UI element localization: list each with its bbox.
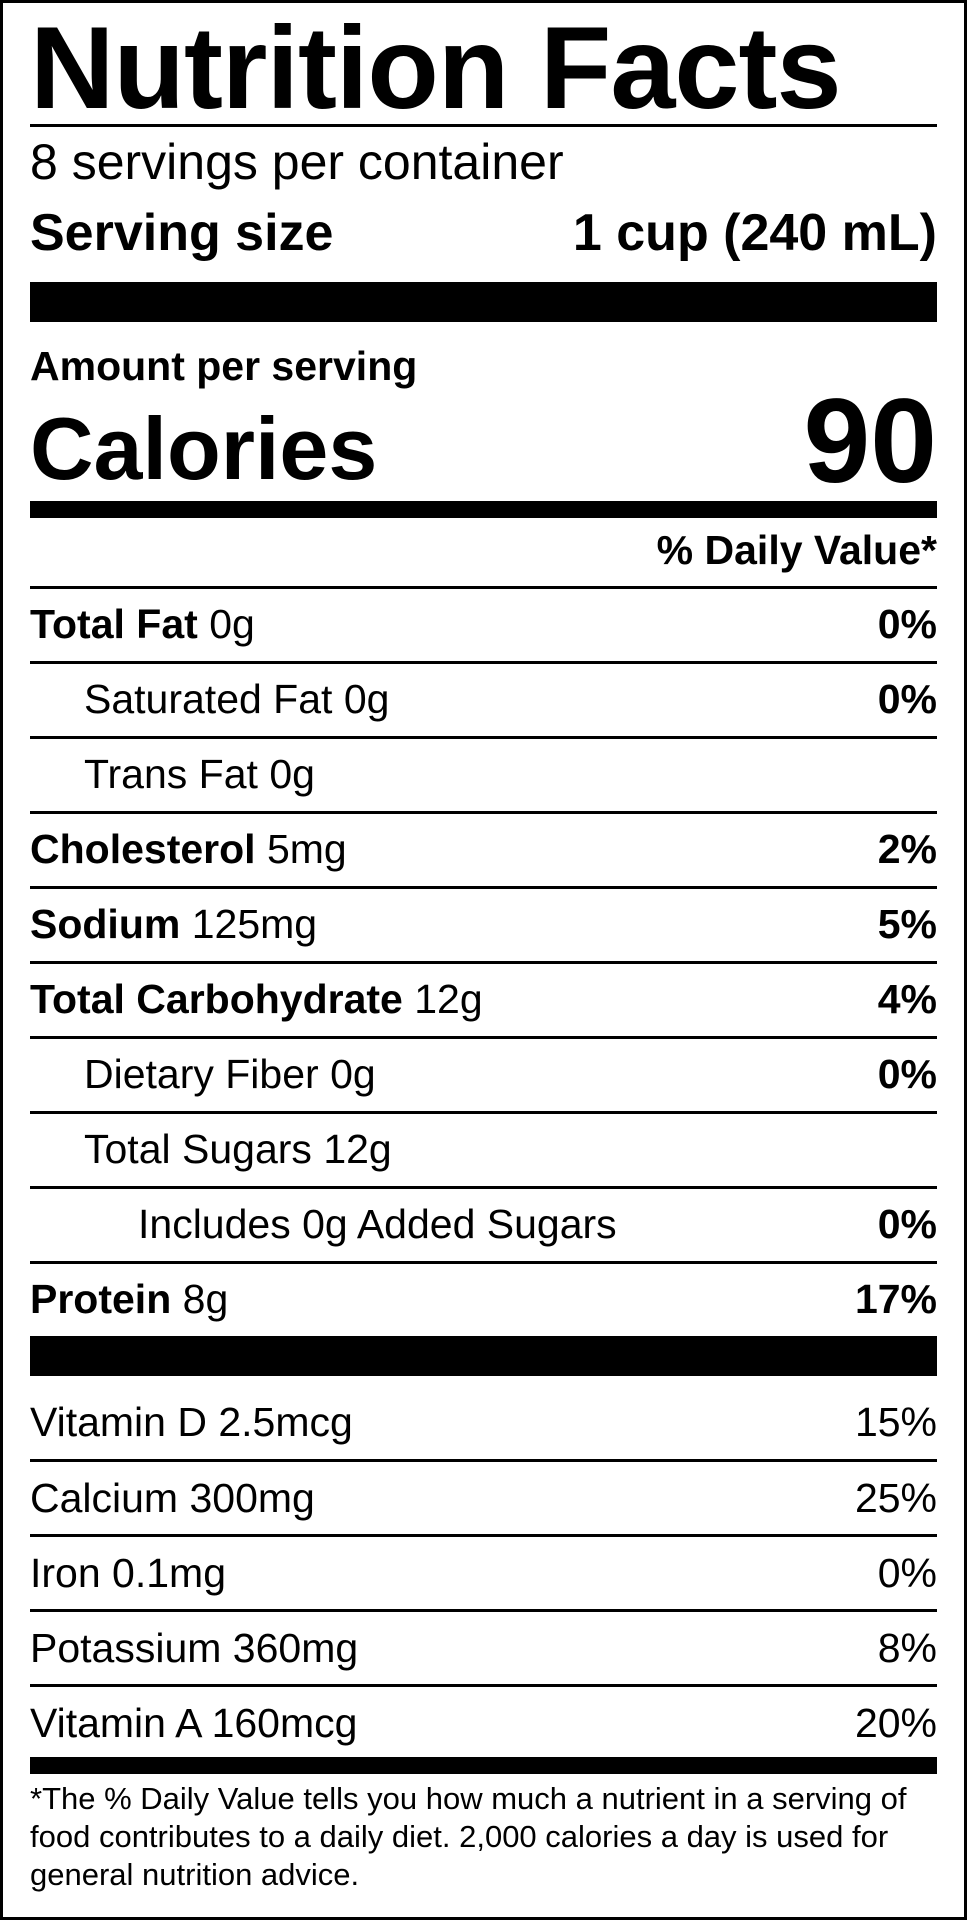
divider xyxy=(30,1684,937,1687)
nutrient-row-total-carbohydrate: Total Carbohydrate 12g 4% xyxy=(30,961,937,1036)
nutrient-row-sodium: Sodium 125mg 5% xyxy=(30,886,937,961)
nutrient-amount: 12g xyxy=(414,976,483,1022)
nutrient-dv: 17% xyxy=(854,1276,937,1322)
nutrient-row-added-sugars: Includes 0g Added Sugars 0% xyxy=(30,1186,937,1261)
vitamin-name: Vitamin D 2.5mcg xyxy=(30,1399,353,1445)
nutrient-row-trans-fat: Trans Fat 0g xyxy=(30,736,937,811)
nutrient-name: Cholesterol xyxy=(30,826,256,872)
daily-value-header: % Daily Value* xyxy=(656,527,937,573)
nutrient-name: Dietary Fiber xyxy=(84,1051,319,1097)
nutrient-name: Includes 0g Added Sugars xyxy=(138,1201,617,1247)
label-content: Nutrition Facts 8 servings per container… xyxy=(30,3,937,1917)
nutrient-amount: 12g xyxy=(323,1126,392,1172)
divider xyxy=(30,1534,937,1537)
nutrient-dv: 0% xyxy=(877,1051,937,1097)
vitamin-row-vitamin-a: Vitamin A 160mcg 20% xyxy=(30,1686,937,1761)
serving-size: Serving size 1 cup (240 mL) xyxy=(30,207,937,259)
nutrient-dv: 0% xyxy=(877,601,937,647)
serving-size-value: 1 cup (240 mL) xyxy=(572,204,937,262)
nutrient-name: Total Sugars xyxy=(84,1126,312,1172)
nutrient-amount: 5mg xyxy=(266,826,347,872)
vitamin-dv: 15% xyxy=(854,1399,937,1445)
nutrient-name: Protein xyxy=(30,1276,172,1322)
vitamin-row-potassium: Potassium 360mg 8% xyxy=(30,1611,937,1686)
divider xyxy=(30,1609,937,1612)
nutrient-row-protein: Protein 8g 17% xyxy=(30,1261,937,1336)
nutrient-row-total-fat: Total Fat 0g 0% xyxy=(30,586,937,661)
vitamin-row-iron: Iron 0.1mg 0% xyxy=(30,1536,937,1611)
daily-value-footnote: *The % Daily Value tells you how much a … xyxy=(30,1781,907,1892)
nutrient-dv: 2% xyxy=(877,826,937,872)
vitamin-dv: 0% xyxy=(877,1550,937,1596)
nutrient-amount: 0g xyxy=(330,1051,376,1097)
vitamin-dv: 25% xyxy=(854,1475,937,1521)
calories-value: 90 xyxy=(803,374,937,508)
nutrient-name: Trans Fat xyxy=(84,751,258,797)
divider xyxy=(30,1459,937,1462)
nutrient-amount: 0g xyxy=(269,751,315,797)
nutrient-amount: 8g xyxy=(182,1276,229,1322)
calories-label: Calories xyxy=(30,399,378,498)
nutrient-name: Saturated Fat xyxy=(84,676,333,722)
vitamin-name: Iron 0.1mg xyxy=(30,1550,226,1596)
vitamin-dv: 8% xyxy=(877,1625,937,1671)
nutrient-row-cholesterol: Cholesterol 5mg 2% xyxy=(30,811,937,886)
nutrient-name: Sodium xyxy=(30,901,181,947)
nutrient-row-saturated-fat: Saturated Fat 0g 0% xyxy=(30,661,937,736)
nutrient-amount: 0g xyxy=(343,676,390,722)
nutrient-dv: 5% xyxy=(877,901,937,947)
nutrient-amount: 125mg xyxy=(191,901,318,947)
vitamin-row-calcium: Calcium 300mg 25% xyxy=(30,1461,937,1536)
thick-divider xyxy=(30,1336,937,1376)
vitamin-row-vitamin-d: Vitamin D 2.5mcg 15% xyxy=(30,1385,937,1460)
thick-divider xyxy=(30,282,937,322)
nutrient-dv: 0% xyxy=(877,676,937,722)
nutrient-dv: 0% xyxy=(877,1201,937,1247)
medium-divider xyxy=(30,1757,937,1774)
label-title: Nutrition Facts xyxy=(30,2,842,133)
nutrient-name: Total Fat xyxy=(30,601,198,647)
vitamin-name: Vitamin A 160mcg xyxy=(30,1700,358,1746)
nutrient-amount: 0g xyxy=(209,601,255,647)
nutrient-row-dietary-fiber: Dietary Fiber 0g 0% xyxy=(30,1036,937,1111)
serving-size-label: Serving size xyxy=(30,204,334,262)
servings-per-container: 8 servings per container xyxy=(30,134,564,190)
nutrient-row-total-sugars: Total Sugars 12g xyxy=(30,1111,937,1186)
amount-per-serving: Amount per serving xyxy=(30,343,418,389)
divider xyxy=(30,124,937,127)
nutrient-name: Total Carbohydrate xyxy=(30,976,403,1022)
nutrient-dv: 4% xyxy=(877,976,937,1022)
vitamin-name: Potassium 360mg xyxy=(30,1625,359,1671)
vitamin-dv: 20% xyxy=(854,1700,937,1746)
medium-divider xyxy=(30,501,937,518)
vitamin-name: Calcium 300mg xyxy=(30,1475,315,1521)
